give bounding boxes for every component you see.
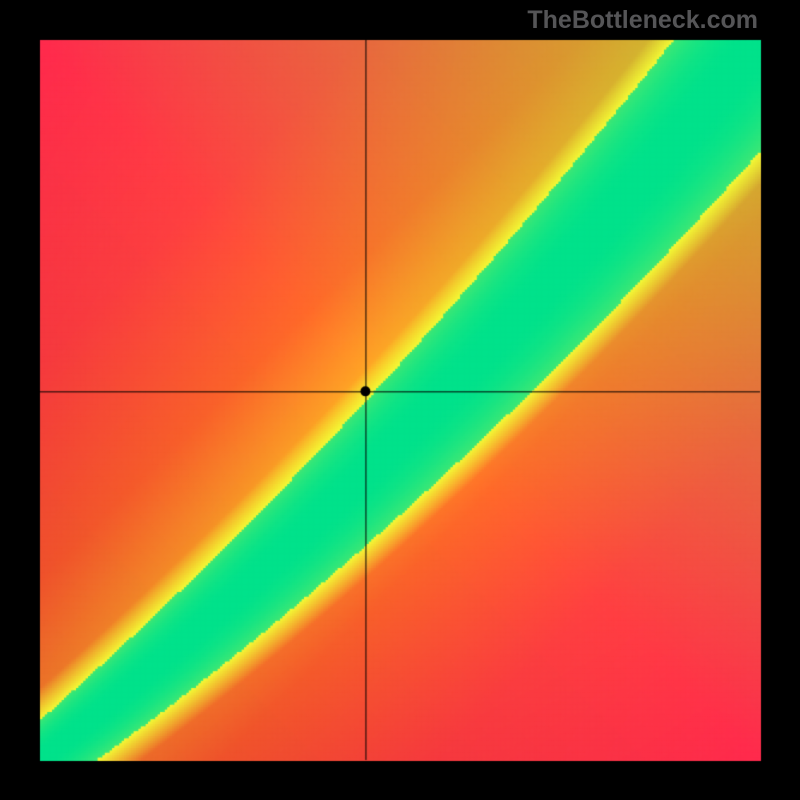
chart-container: TheBottleneck.com — [0, 0, 800, 800]
watermark-text: TheBottleneck.com — [527, 6, 758, 35]
bottleneck-heatmap — [0, 0, 800, 800]
